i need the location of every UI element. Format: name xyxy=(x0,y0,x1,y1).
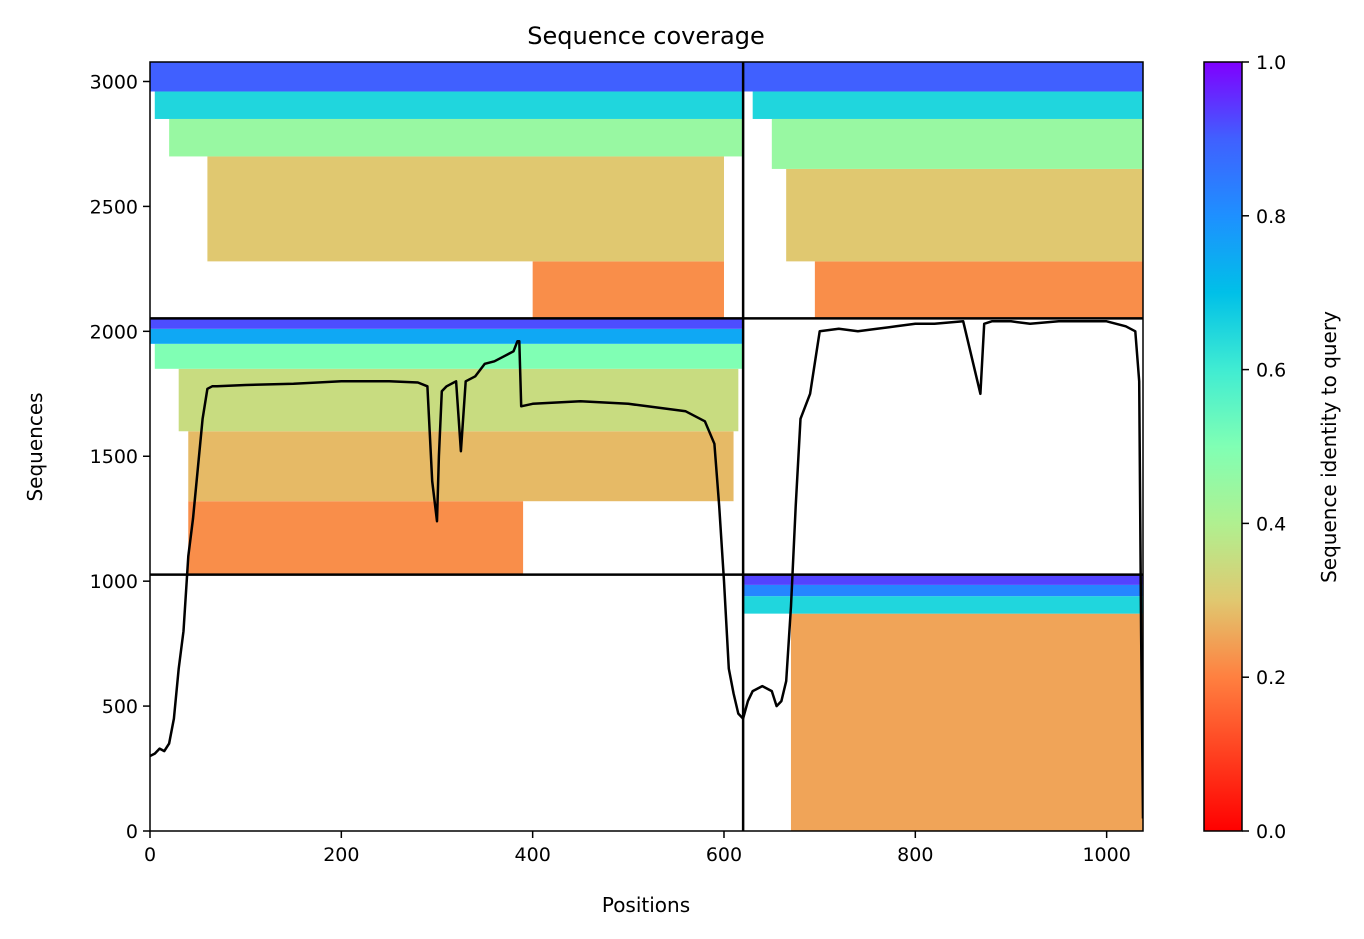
y-axis-label: Sequences xyxy=(23,392,47,501)
coverage-line-layer xyxy=(150,320,1143,819)
heatmap-band-2-5 xyxy=(150,318,744,329)
heatmap-band-2-3 xyxy=(154,343,744,369)
heatmap-band-1-1 xyxy=(786,168,1143,262)
y-tick-label: 500 xyxy=(102,696,138,718)
heatmap-band-2-4 xyxy=(150,328,744,344)
chain-boundaries xyxy=(150,62,1143,831)
plot-frame xyxy=(149,61,1144,832)
x-tick-label: 0 xyxy=(144,844,156,866)
y-tick-label: 1500 xyxy=(90,446,138,468)
colorbar-tick-label: 0.0 xyxy=(1256,821,1286,843)
heatmap-band-1-4 xyxy=(743,62,1143,92)
colorbar-tick-label: 1.0 xyxy=(1256,52,1286,74)
x-tick-label: 1000 xyxy=(1082,844,1130,866)
heatmap-band-0-3 xyxy=(154,91,744,119)
colorbar-tick-label: 0.4 xyxy=(1256,513,1286,535)
colorbar-label: Sequence identity to query xyxy=(1317,311,1341,583)
heatmap-band-0-0 xyxy=(532,261,724,319)
heatmap-band-0-1 xyxy=(207,156,724,262)
heatmap-band-0-4 xyxy=(150,62,744,92)
colorbar-tick-label: 0.8 xyxy=(1256,206,1286,228)
y-tick-label: 2000 xyxy=(90,321,138,343)
heatmap-band-2-0 xyxy=(188,501,524,575)
x-tick-label: 400 xyxy=(515,844,551,866)
x-tick-label: 200 xyxy=(323,844,359,866)
y-tick-label: 1000 xyxy=(90,571,138,593)
y-tick-label: 2500 xyxy=(90,196,138,218)
x-tick-label: 600 xyxy=(706,844,742,866)
colorbar-tick-label: 0.2 xyxy=(1256,667,1286,689)
y-tick-label: 0 xyxy=(126,821,138,843)
heatmap-band-1-3 xyxy=(752,91,1143,119)
heatmap-band-3-3 xyxy=(743,574,1143,585)
heatmap-band-3-0 xyxy=(790,613,1143,831)
chart-title: Sequence coverage xyxy=(527,22,764,50)
y-tick-label: 3000 xyxy=(90,71,138,93)
heatmap-band-1-0 xyxy=(814,261,1143,319)
heatmap-band-1-2 xyxy=(771,118,1143,169)
coverage-line xyxy=(150,320,1143,819)
heatmap-band-3-1 xyxy=(743,596,1143,614)
colorbar-tick-label: 0.6 xyxy=(1256,360,1286,382)
colorbar-ticks: 0.0 0.2 0.4 0.6 0.8 1.0 xyxy=(1242,52,1286,843)
coverage-heatmap xyxy=(150,62,1143,831)
y-axis-ticks: 0 500 1000 1500 2000 2500 3000 xyxy=(90,71,150,843)
x-tick-label: 800 xyxy=(897,844,933,866)
x-axis-label: Positions xyxy=(602,893,690,917)
colorbar xyxy=(1203,61,1243,832)
heatmap-band-3-2 xyxy=(743,584,1143,597)
x-axis-ticks: 0 200 400 600 800 1000 xyxy=(144,831,1131,866)
heatmap-band-0-2 xyxy=(169,118,744,157)
